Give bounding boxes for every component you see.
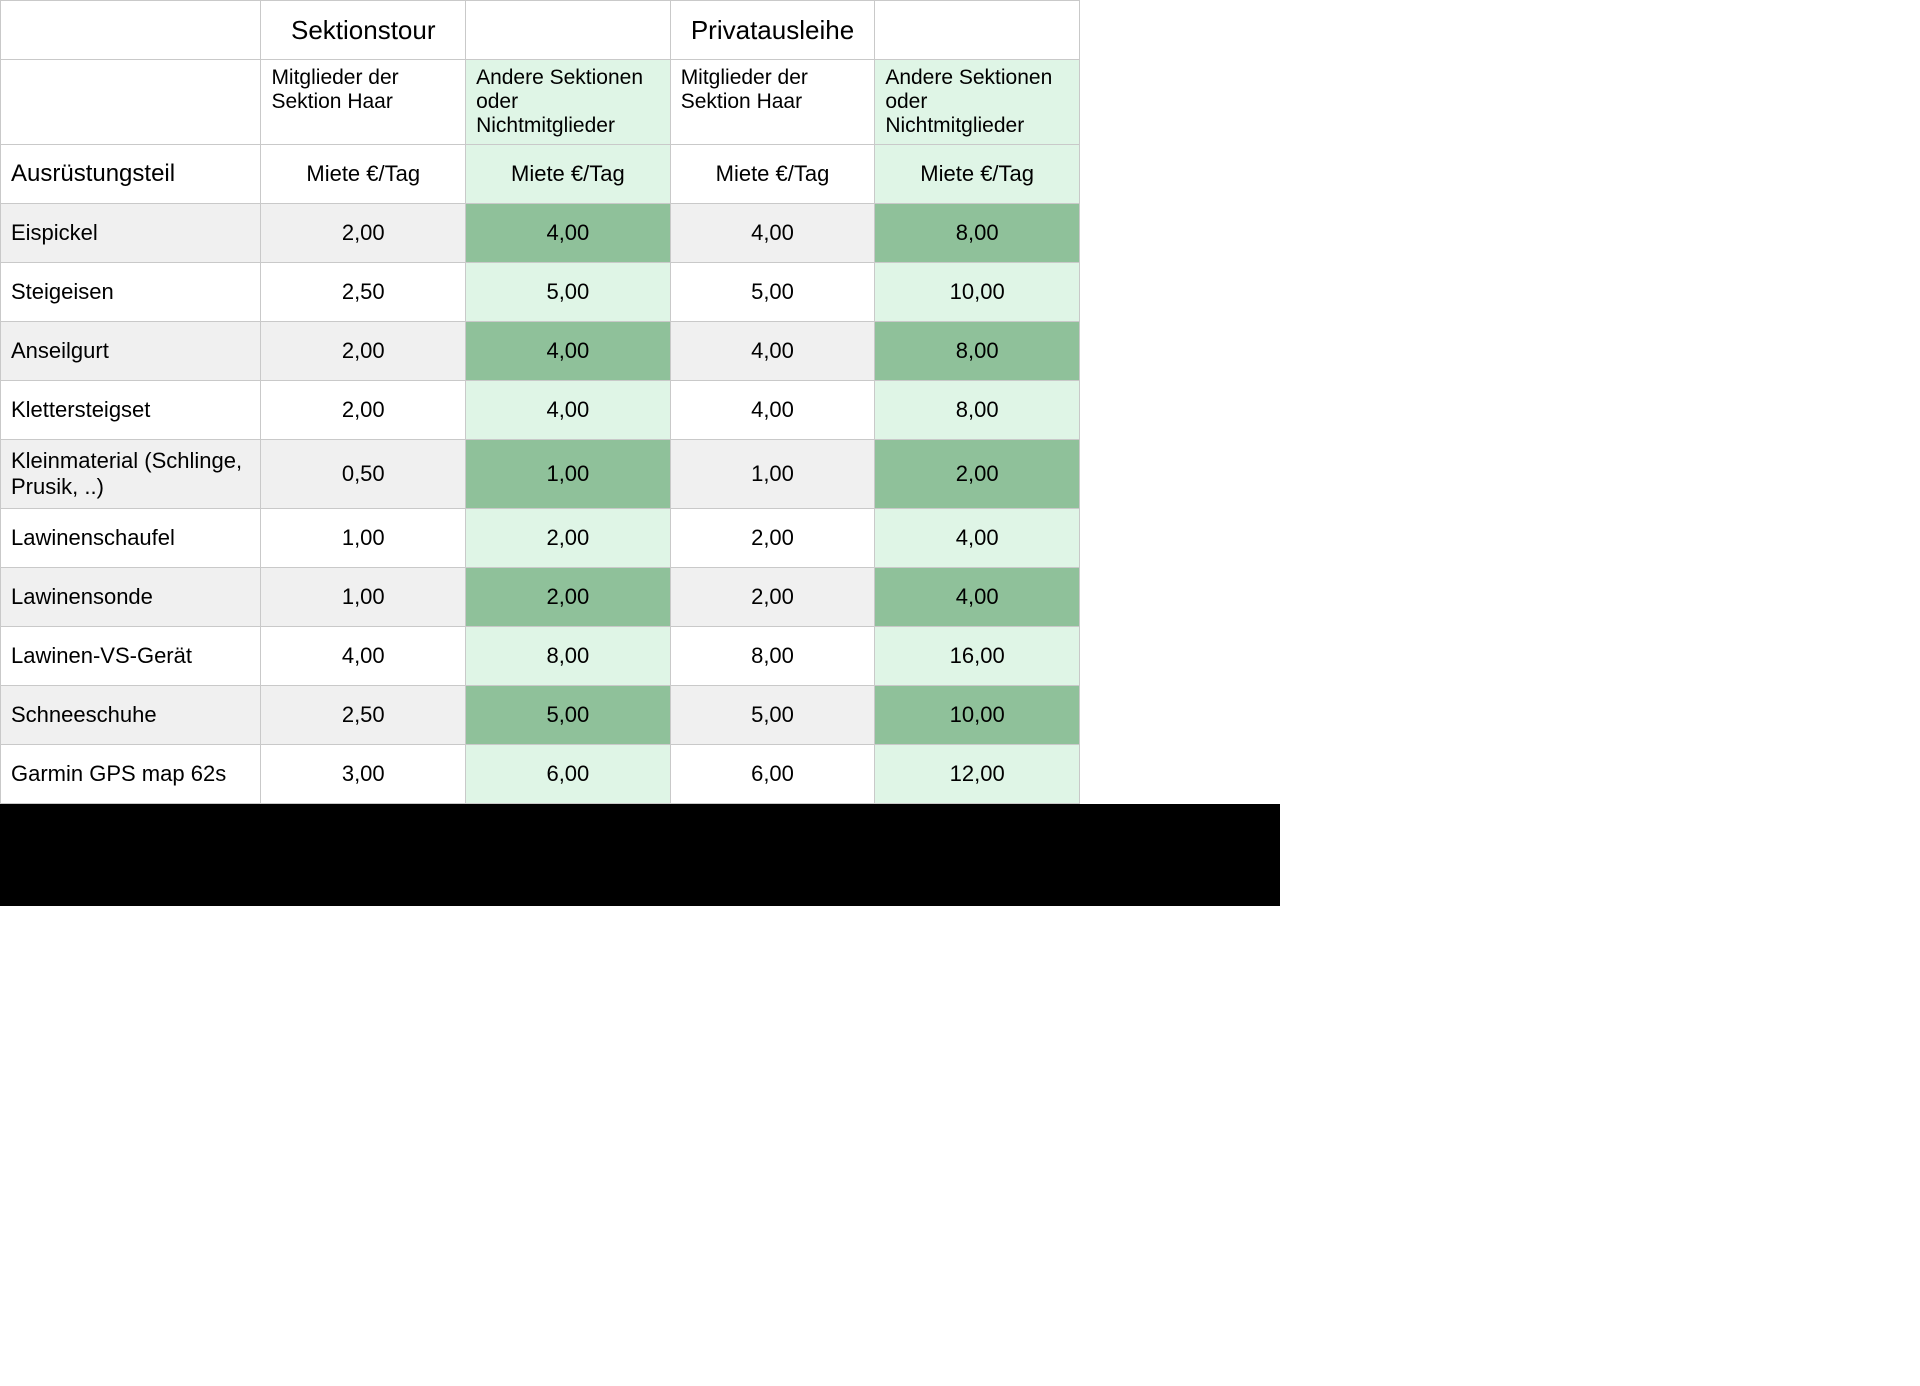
cell-c4: 10,00 [875, 686, 1080, 745]
cell-c3: 4,00 [670, 322, 875, 381]
cell-c1: 1,00 [261, 568, 466, 627]
cell-c1: 2,00 [261, 381, 466, 440]
cell-c2: 4,00 [466, 381, 671, 440]
pricing-table: Sektionstour Privatausleihe Mitglieder d… [0, 0, 1080, 804]
cell-c4: 8,00 [875, 322, 1080, 381]
cell-c4: 2,00 [875, 440, 1080, 509]
cell-item: Lawinen-VS-Gerät [1, 627, 261, 686]
column-label-rate-3: Miete €/Tag [670, 145, 875, 204]
table-row: Lawinensonde1,002,002,004,00 [1, 568, 1080, 627]
cell-c3: 2,00 [670, 509, 875, 568]
cell-c1: 2,50 [261, 263, 466, 322]
cell-item: Anseilgurt [1, 322, 261, 381]
sub-header-others-2: Andere Sektionen oder Nichtmitglieder [875, 60, 1080, 145]
cell-c3: 4,00 [670, 381, 875, 440]
cell-item: Schneeschuhe [1, 686, 261, 745]
cell-item: Steigeisen [1, 263, 261, 322]
table-row: Anseilgurt2,004,004,008,00 [1, 322, 1080, 381]
cell-c1: 0,50 [261, 440, 466, 509]
cell-c4: 8,00 [875, 381, 1080, 440]
cell-c2: 8,00 [466, 627, 671, 686]
cell-c1: 1,00 [261, 509, 466, 568]
cell-c3: 5,00 [670, 263, 875, 322]
table-row: Klettersteigset2,004,004,008,00 [1, 381, 1080, 440]
cell-c3: 2,00 [670, 568, 875, 627]
column-label-item: Ausrüstungsteil [1, 145, 261, 204]
cell-c4: 12,00 [875, 745, 1080, 804]
table-row: Lawinen-VS-Gerät4,008,008,0016,00 [1, 627, 1080, 686]
cell-c1: 4,00 [261, 627, 466, 686]
group-header-spacer [466, 1, 671, 60]
sub-header-row: Mitglieder der Sektion Haar Andere Sekti… [1, 60, 1080, 145]
cell-c3: 8,00 [670, 627, 875, 686]
cell-c4: 16,00 [875, 627, 1080, 686]
cell-c3: 1,00 [670, 440, 875, 509]
cell-item: Eispickel [1, 204, 261, 263]
cell-c2: 2,00 [466, 509, 671, 568]
cell-c4: 10,00 [875, 263, 1080, 322]
table-row: Eispickel2,004,004,008,00 [1, 204, 1080, 263]
sub-header-blank [1, 60, 261, 145]
cell-c1: 3,00 [261, 745, 466, 804]
cell-item: Klettersteigset [1, 381, 261, 440]
group-header-privatausleihe: Privatausleihe [670, 1, 875, 60]
cell-c3: 4,00 [670, 204, 875, 263]
column-label-rate-4: Miete €/Tag [875, 145, 1080, 204]
table-row: Lawinenschaufel1,002,002,004,00 [1, 509, 1080, 568]
cell-c2: 5,00 [466, 263, 671, 322]
cell-item: Lawinenschaufel [1, 509, 261, 568]
column-label-rate-1: Miete €/Tag [261, 145, 466, 204]
sub-header-others-1: Andere Sektionen oder Nichtmitglieder [466, 60, 671, 145]
group-header-row: Sektionstour Privatausleihe [1, 1, 1080, 60]
cell-c2: 6,00 [466, 745, 671, 804]
table-row: Steigeisen2,505,005,0010,00 [1, 263, 1080, 322]
column-label-rate-2: Miete €/Tag [466, 145, 671, 204]
cell-c4: 4,00 [875, 509, 1080, 568]
cell-item: Garmin GPS map 62s [1, 745, 261, 804]
cell-c3: 5,00 [670, 686, 875, 745]
table-row: Garmin GPS map 62s3,006,006,0012,00 [1, 745, 1080, 804]
cell-c2: 4,00 [466, 322, 671, 381]
table-row: Schneeschuhe2,505,005,0010,00 [1, 686, 1080, 745]
cell-c2: 1,00 [466, 440, 671, 509]
cell-c4: 4,00 [875, 568, 1080, 627]
sub-header-members-2: Mitglieder der Sektion Haar [670, 60, 875, 145]
cell-item: Kleinmaterial (Schlinge, Prusik, ..) [1, 440, 261, 509]
sub-header-members-1: Mitglieder der Sektion Haar [261, 60, 466, 145]
cell-c4: 8,00 [875, 204, 1080, 263]
group-header-blank [1, 1, 261, 60]
cell-c1: 2,50 [261, 686, 466, 745]
cell-c1: 2,00 [261, 204, 466, 263]
cell-item: Lawinensonde [1, 568, 261, 627]
group-header-spacer2 [875, 1, 1080, 60]
footer-black-bar [0, 804, 1280, 906]
cell-c3: 6,00 [670, 745, 875, 804]
cell-c2: 4,00 [466, 204, 671, 263]
cell-c1: 2,00 [261, 322, 466, 381]
cell-c2: 2,00 [466, 568, 671, 627]
cell-c2: 5,00 [466, 686, 671, 745]
table-row: Kleinmaterial (Schlinge, Prusik, ..)0,50… [1, 440, 1080, 509]
group-header-sektionstour: Sektionstour [261, 1, 466, 60]
column-label-row: Ausrüstungsteil Miete €/Tag Miete €/Tag … [1, 145, 1080, 204]
